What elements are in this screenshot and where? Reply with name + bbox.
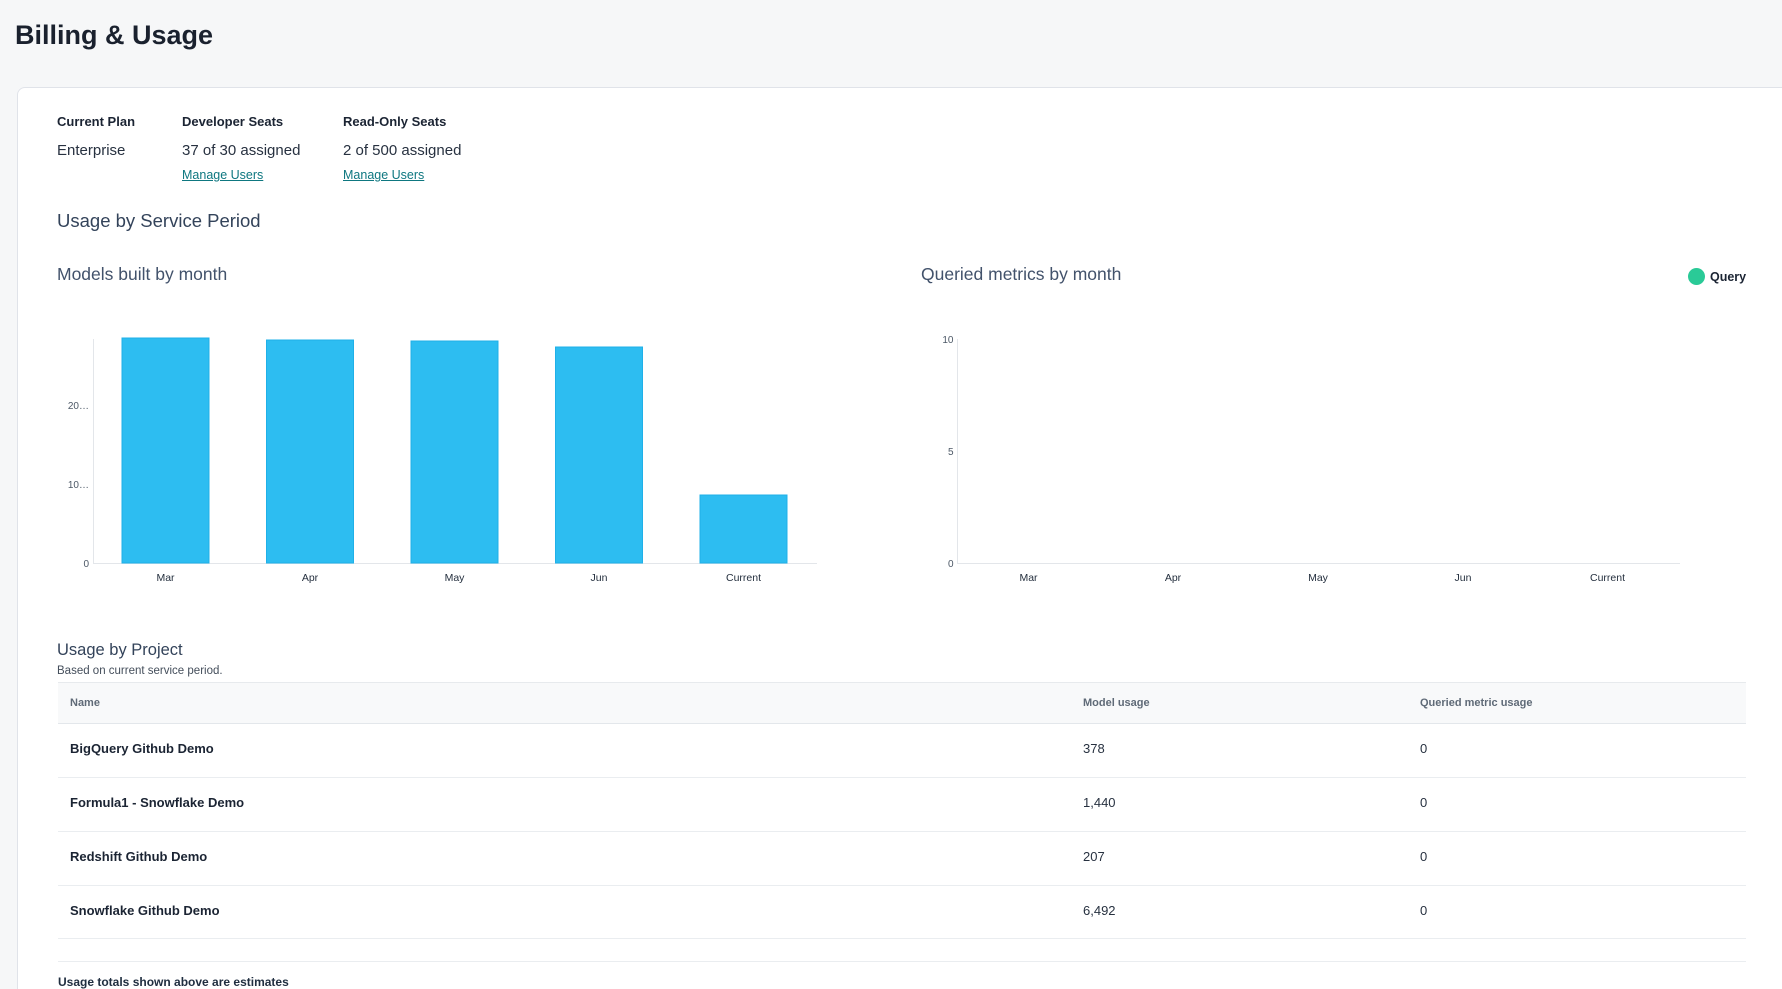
svg-text:10…: 10… bbox=[68, 480, 89, 491]
svg-text:5: 5 bbox=[948, 447, 954, 458]
svg-text:0: 0 bbox=[948, 559, 954, 570]
svg-text:10: 10 bbox=[942, 335, 954, 346]
svg-text:Mar: Mar bbox=[1019, 572, 1038, 584]
svg-text:Mar: Mar bbox=[156, 572, 175, 584]
svg-text:Jun: Jun bbox=[591, 572, 608, 584]
svg-text:Current: Current bbox=[1590, 572, 1625, 584]
svg-text:Current: Current bbox=[726, 572, 761, 584]
svg-text:Jun: Jun bbox=[1455, 572, 1472, 584]
svg-text:May: May bbox=[1308, 572, 1329, 584]
svg-text:0: 0 bbox=[83, 559, 89, 570]
svg-text:20…: 20… bbox=[68, 401, 89, 412]
svg-text:Apr: Apr bbox=[1165, 572, 1182, 584]
svg-text:Apr: Apr bbox=[302, 572, 319, 584]
svg-text:May: May bbox=[445, 572, 466, 584]
